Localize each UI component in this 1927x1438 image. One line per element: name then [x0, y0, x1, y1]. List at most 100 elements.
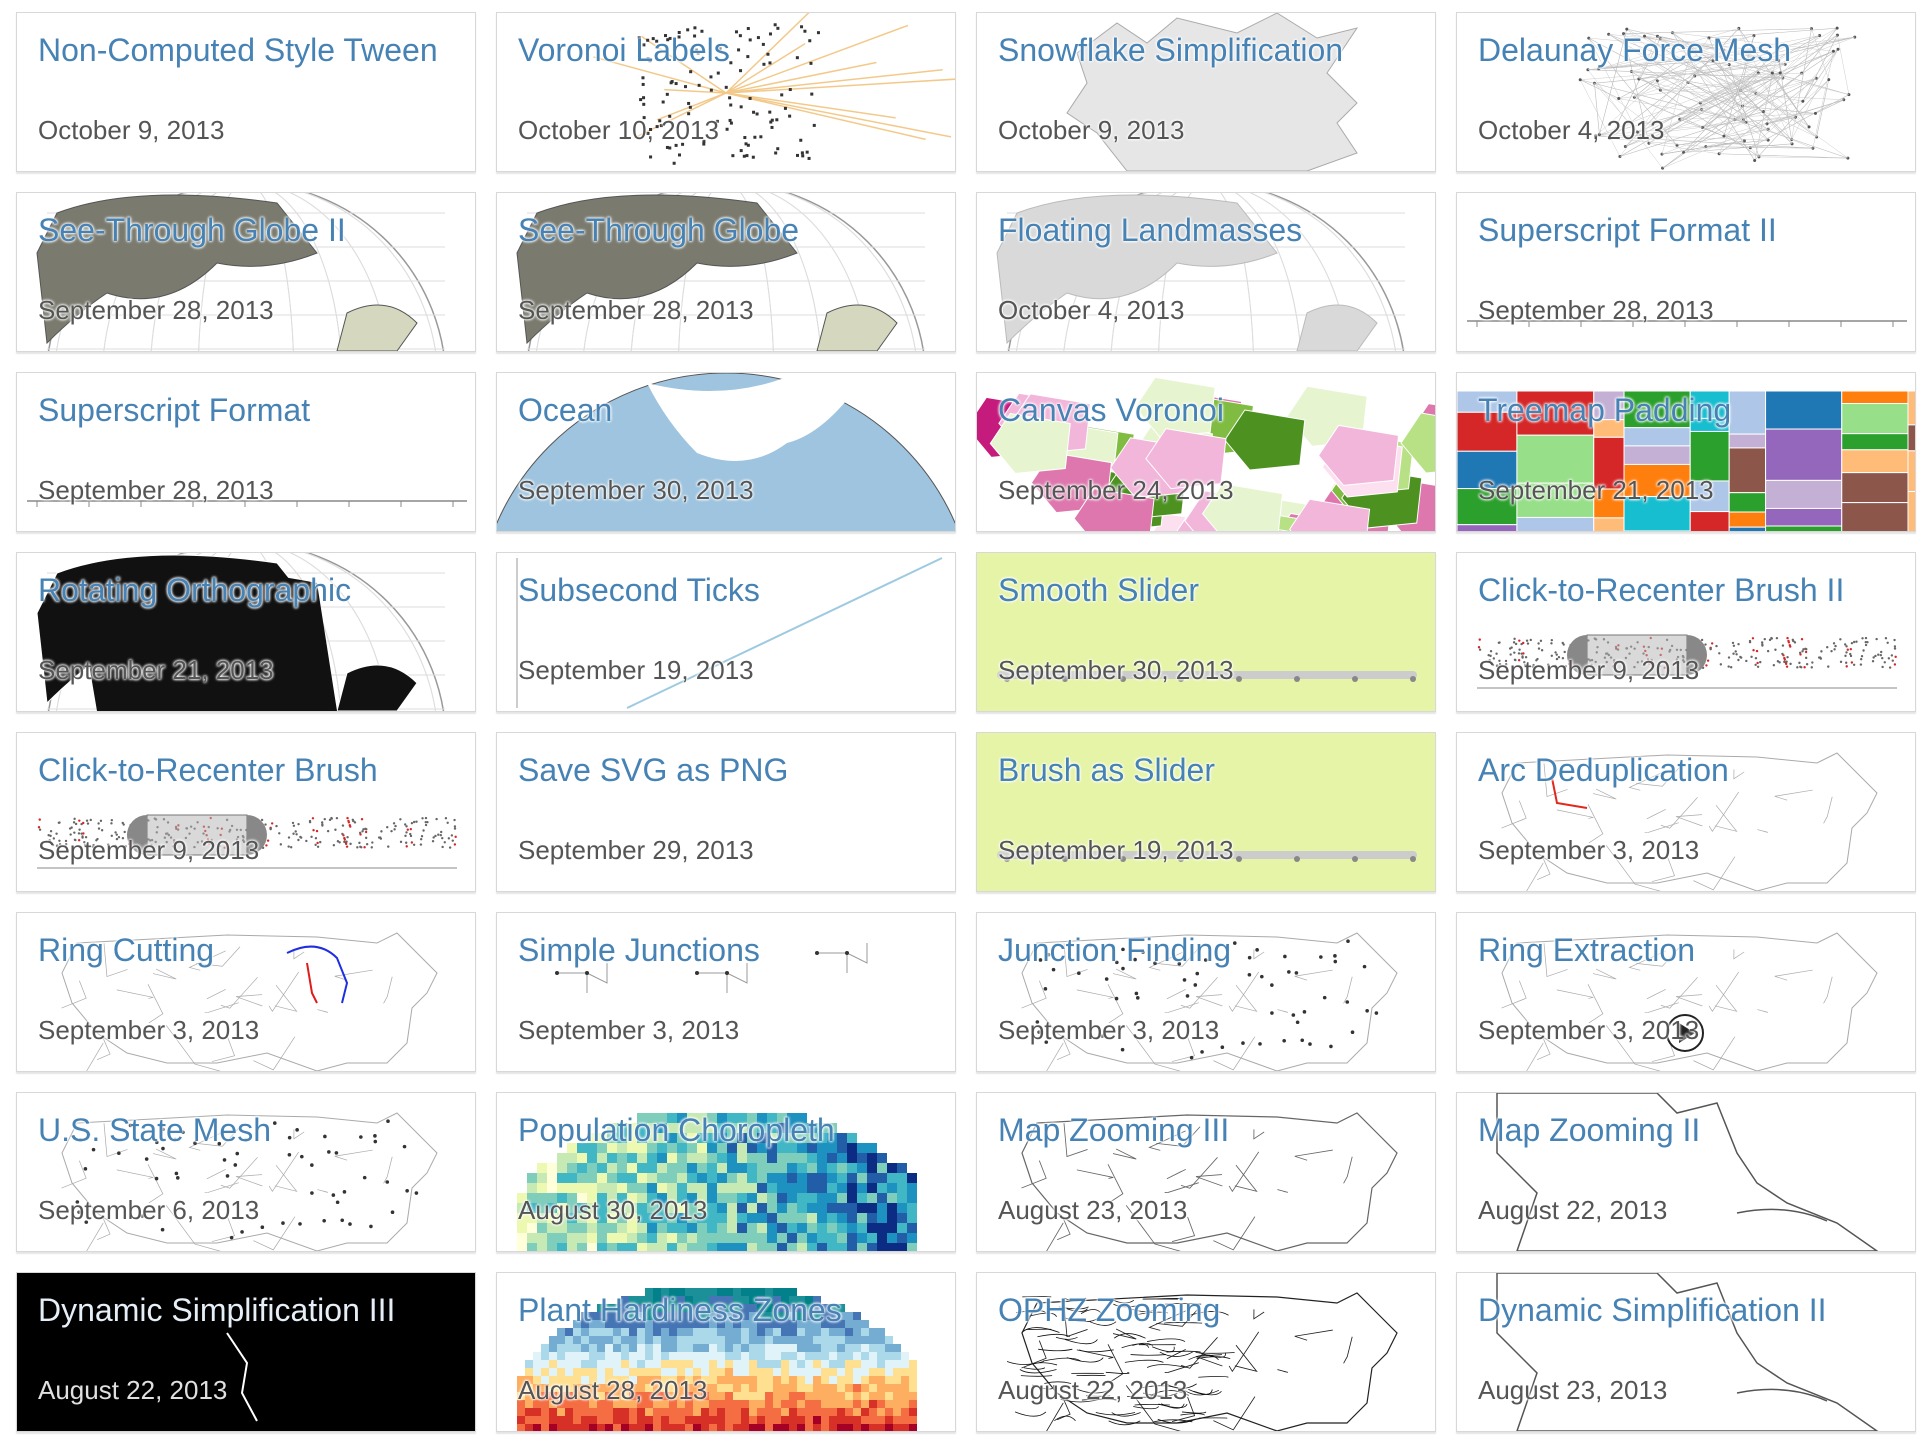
gallery-card[interactable]: Click-to-Recenter Brush September 9, 201…: [16, 732, 476, 892]
gallery-card[interactable]: Ring Cutting September 3, 2013: [16, 912, 476, 1072]
gallery-card[interactable]: Dynamic Simplification III August 22, 20…: [16, 1272, 476, 1432]
gallery-card[interactable]: Map Zooming III August 23, 2013: [976, 1092, 1436, 1252]
card-title[interactable]: Click-to-Recenter Brush II: [1478, 572, 1845, 608]
card-date: September 9, 2013: [1478, 655, 1700, 685]
thumbnail-image: [17, 193, 475, 351]
gallery-card[interactable]: Save SVG as PNG September 29, 2013: [496, 732, 956, 892]
gallery-card[interactable]: See-Through Globe II September 28, 2013: [16, 192, 476, 352]
card-date: September 28, 2013: [518, 295, 754, 325]
gallery-card[interactable]: Delaunay Force Mesh October 4, 2013: [1456, 12, 1916, 172]
thumbnail-image: [497, 1093, 955, 1251]
gallery-card[interactable]: Superscript Format September 28, 2013: [16, 372, 476, 532]
gallery-card[interactable]: Ring Extraction September 3, 2013: [1456, 912, 1916, 1072]
gallery-card[interactable]: Superscript Format II September 28, 2013: [1456, 192, 1916, 352]
card-title[interactable]: Simple Junctions: [518, 932, 760, 968]
card-date: September 28, 2013: [38, 475, 274, 505]
card-date: September 24, 2013: [998, 475, 1234, 505]
card-title[interactable]: Dynamic Simplification III: [38, 1292, 396, 1328]
card-title[interactable]: Dynamic Simplification II: [1478, 1292, 1827, 1328]
card-date: September 19, 2013: [518, 655, 754, 685]
card-title[interactable]: Delaunay Force Mesh: [1478, 32, 1792, 68]
gallery-card[interactable]: Simple Junctions September 3, 2013: [496, 912, 956, 1072]
thumbnail-image: [1457, 733, 1915, 891]
card-title[interactable]: Superscript Format II: [1478, 212, 1777, 248]
gallery-card[interactable]: U.S. State Mesh September 6, 2013: [16, 1092, 476, 1252]
gallery-card[interactable]: See-Through Globe September 28, 2013: [496, 192, 956, 352]
thumbnail-image: [1457, 193, 1915, 351]
gallery-card[interactable]: Brush as Slider September 19, 2013: [976, 732, 1436, 892]
thumbnail-image: [497, 13, 955, 171]
card-date: September 3, 2013: [1478, 835, 1700, 865]
card-title[interactable]: Non-Computed Style Tween: [38, 32, 438, 68]
gallery-card[interactable]: Canvas Voronoi September 24, 2013: [976, 372, 1436, 532]
card-date: September 28, 2013: [1478, 295, 1714, 325]
card-title[interactable]: Junction Finding: [998, 932, 1232, 968]
card-date: August 22, 2013: [998, 1375, 1188, 1405]
gallery-card[interactable]: Population Choropleth August 30, 2013: [496, 1092, 956, 1252]
card-date: September 21, 2013: [1478, 475, 1714, 505]
thumbnail-image: [497, 1273, 955, 1431]
card-date: September 3, 2013: [1478, 1015, 1700, 1045]
card-title[interactable]: Treemap Padding: [1478, 392, 1732, 428]
card-title[interactable]: Population Choropleth: [518, 1112, 835, 1148]
thumbnail-image: [977, 1273, 1435, 1431]
gallery-card[interactable]: Voronoi Labels October 10, 2013: [496, 12, 956, 172]
card-title[interactable]: Rotating Orthographic: [38, 572, 352, 608]
card-title[interactable]: Ring Extraction: [1478, 932, 1695, 968]
thumbnail-image: [977, 553, 1435, 711]
gallery-card[interactable]: Junction Finding September 3, 2013: [976, 912, 1436, 1072]
card-title[interactable]: Click-to-Recenter Brush: [38, 752, 378, 788]
gallery-card[interactable]: Dynamic Simplification II August 23, 201…: [1456, 1272, 1916, 1432]
card-title[interactable]: Plant Hardiness Zones: [518, 1292, 842, 1328]
thumbnail-image: [977, 1093, 1435, 1251]
gallery-card[interactable]: Rotating Orthographic September 21, 2013: [16, 552, 476, 712]
card-title[interactable]: Superscript Format: [38, 392, 311, 428]
card-title[interactable]: Voronoi Labels: [518, 32, 730, 68]
thumbnail-image: [977, 733, 1435, 891]
card-title[interactable]: Subsecond Ticks: [518, 572, 760, 608]
card-title[interactable]: OPHZ Zooming: [998, 1292, 1221, 1328]
card-date: October 9, 2013: [38, 115, 225, 145]
gallery-card[interactable]: Smooth Slider September 30, 2013: [976, 552, 1436, 712]
gallery-card[interactable]: OPHZ Zooming August 22, 2013: [976, 1272, 1436, 1432]
gallery-card[interactable]: Snowflake Simplification October 9, 2013: [976, 12, 1436, 172]
thumbnail-image: [977, 913, 1435, 1071]
card-title[interactable]: Smooth Slider: [998, 572, 1199, 608]
thumbnail-image: [1457, 913, 1915, 1071]
card-title[interactable]: Map Zooming III: [998, 1112, 1230, 1148]
card-title[interactable]: Brush as Slider: [998, 752, 1215, 788]
card-date: September 21, 2013: [38, 655, 274, 685]
thumbnail-image: [17, 1273, 475, 1431]
card-title[interactable]: Map Zooming II: [1478, 1112, 1701, 1148]
thumbnail-image: [17, 913, 475, 1071]
thumbnail-image: [17, 733, 475, 891]
gallery-card[interactable]: Click-to-Recenter Brush II September 9, …: [1456, 552, 1916, 712]
card-date: September 30, 2013: [518, 475, 754, 505]
card-title[interactable]: Ocean: [518, 392, 613, 428]
gallery-card[interactable]: Subsecond Ticks September 19, 2013: [496, 552, 956, 712]
gallery-card[interactable]: Plant Hardiness Zones August 28, 2013: [496, 1272, 956, 1432]
gallery-card[interactable]: Treemap Padding September 21, 2013: [1456, 372, 1916, 532]
card-title[interactable]: Save SVG as PNG: [518, 752, 789, 788]
card-title[interactable]: Arc Deduplication: [1478, 752, 1729, 788]
thumbnail-image: [497, 913, 955, 1071]
thumbnail-image: [17, 1093, 475, 1251]
card-title[interactable]: Ring Cutting: [38, 932, 215, 968]
gallery-card[interactable]: Non-Computed Style Tween October 9, 2013: [16, 12, 476, 172]
gallery-card[interactable]: Map Zooming II August 22, 2013: [1456, 1092, 1916, 1252]
gallery-card[interactable]: Ocean September 30, 2013: [496, 372, 956, 532]
gallery-card[interactable]: Arc Deduplication September 3, 2013: [1456, 732, 1916, 892]
card-title[interactable]: See-Through Globe: [518, 212, 800, 248]
card-title[interactable]: See-Through Globe II: [38, 212, 346, 248]
card-title[interactable]: Snowflake Simplification: [998, 32, 1344, 68]
card-title[interactable]: Canvas Voronoi: [998, 392, 1224, 428]
card-date: August 22, 2013: [38, 1375, 228, 1405]
thumbnail-image: [977, 373, 1435, 531]
gallery-card[interactable]: Floating Landmasses October 4, 2013: [976, 192, 1436, 352]
card-date: August 28, 2013: [518, 1375, 708, 1405]
thumbnail-image: [497, 553, 955, 711]
card-title[interactable]: U.S. State Mesh: [38, 1112, 271, 1148]
card-title[interactable]: Floating Landmasses: [998, 212, 1303, 248]
card-date: September 19, 2013: [998, 835, 1234, 865]
